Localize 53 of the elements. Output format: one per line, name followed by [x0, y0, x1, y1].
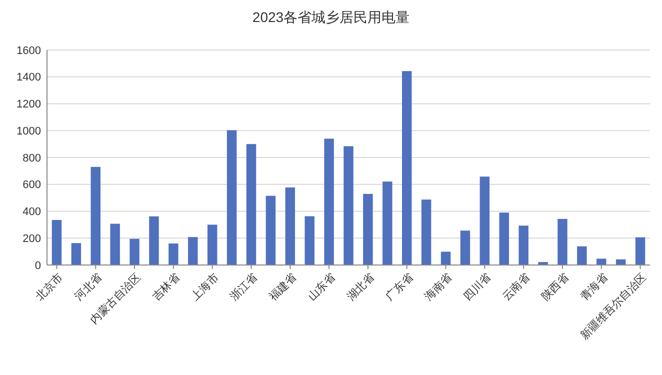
- y-tick-label: 0: [34, 260, 41, 272]
- bar: [324, 138, 334, 265]
- x-tick-label: 海南省: [422, 270, 455, 304]
- y-tick-label: 1600: [16, 44, 41, 57]
- x-tick-label: 上海市: [188, 270, 222, 304]
- bar: [71, 243, 82, 265]
- y-tick-label: 1400: [16, 72, 41, 84]
- bar: [188, 237, 198, 265]
- y-tick-label: 1200: [16, 98, 41, 111]
- x-tick-label: 青海省: [578, 270, 610, 304]
- bar: [402, 71, 412, 265]
- bar: [266, 196, 276, 265]
- bar: [518, 226, 528, 265]
- bar: [460, 230, 470, 265]
- x-tick-label: 云南省: [500, 270, 532, 304]
- bar: [52, 220, 62, 265]
- bar: [596, 258, 606, 265]
- x-tick-label: 四川省: [460, 270, 494, 304]
- x-tick-label: 浙江省: [228, 270, 260, 304]
- bar: [226, 130, 237, 265]
- bar: [110, 224, 120, 265]
- bar: [149, 216, 159, 265]
- x-tick-label: 陕西省: [538, 270, 572, 304]
- bar: [130, 238, 140, 265]
- bar: [480, 176, 490, 265]
- bar: [285, 187, 296, 265]
- bar: [246, 144, 256, 265]
- bar: [499, 212, 509, 265]
- bar: [168, 244, 178, 265]
- bar: [90, 166, 100, 265]
- bar: [635, 237, 646, 265]
- x-tick-label: 湖北省: [344, 270, 377, 304]
- bar: [577, 246, 587, 265]
- y-tick-label: 200: [22, 232, 41, 245]
- x-tick-label: 北京市: [33, 270, 66, 304]
- y-tick-label: 600: [22, 179, 41, 192]
- x-tick-label: 广东省: [383, 270, 416, 304]
- y-tick-label: 800: [22, 152, 41, 164]
- bar: [207, 224, 218, 265]
- bar: [382, 182, 392, 265]
- chart-title: 2023各省城乡居民用电量: [252, 9, 410, 25]
- bar: [344, 146, 354, 265]
- x-tick-label: 山东省: [305, 270, 338, 304]
- bar: [440, 252, 451, 265]
- x-tick-label: 福建省: [266, 270, 299, 304]
- y-tick-label: 400: [22, 206, 41, 218]
- bar: [304, 216, 314, 265]
- bar: [363, 194, 373, 265]
- y-tick-label: 1000: [16, 125, 41, 138]
- x-tick-label: 河北省: [72, 270, 104, 304]
- x-tick-label: 吉林省: [150, 270, 182, 304]
- bar: [558, 218, 568, 265]
- bar: [421, 200, 432, 265]
